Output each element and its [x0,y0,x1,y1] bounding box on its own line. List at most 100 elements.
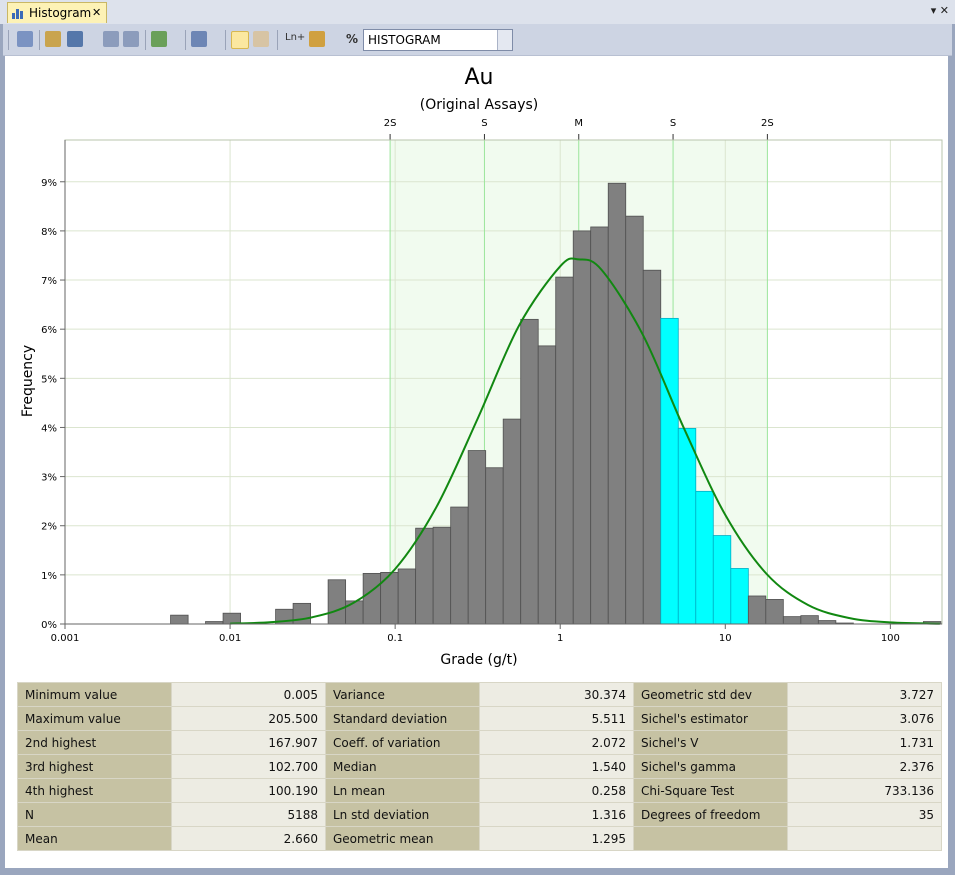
x-tick-label: 0.1 [387,633,403,644]
tool-button[interactable] [309,31,325,47]
stat-label: Coeff. of variation [325,730,480,755]
dropdown-arrow[interactable] [497,30,512,50]
tab[interactable]: Histogram ✕ [7,2,107,23]
dropdown[interactable]: HISTOGRAM [363,29,513,51]
histogram-bar [817,620,837,625]
tab-strip: Histogram ✕ ▾ ✕ [0,0,955,24]
histogram-bar [170,614,189,625]
tool-button[interactable] [123,31,139,47]
y-tick-label: 5% [41,374,57,385]
stats-row: 4th highest 100.190 Ln mean 0.258 Chi-Square… [17,778,942,803]
y-tick-label: 4% [41,423,57,434]
fit-curve [230,257,940,625]
empty-cell [633,826,788,851]
separator [39,30,40,50]
histogram-bar [415,527,434,625]
tool-button[interactable] [191,31,207,47]
stats-row: Mean 2.660 Geometric mean 1.295 [17,826,942,851]
top-tick-label: 2S [384,118,397,129]
stat-value: 733.136 [787,778,942,803]
tool-button[interactable] [231,31,249,49]
histogram-bar [362,572,382,625]
stat-value: 30.374 [479,682,634,707]
y-tick-label: 7% [41,276,57,287]
stat-label: Ln std deviation [325,802,480,827]
toolbar: Ln+ % HISTOGRAM [3,24,952,56]
histogram-bar [537,345,557,625]
histogram-bar [782,616,802,625]
stat-label: 4th highest [17,778,172,803]
histogram-bar [222,612,241,625]
separator [277,30,278,50]
stat-value: 2.660 [171,826,326,851]
stat-value: 2.072 [479,730,634,755]
y-axis-label: Frequency [20,345,36,417]
stat-value: 35 [787,802,942,827]
stat-value: 0.005 [171,682,326,707]
histogram-bar [467,450,487,625]
tool-button[interactable] [151,31,167,47]
histogram-bar [555,276,574,625]
histogram-bar [677,428,697,625]
y-tick-label: 1% [41,571,57,582]
top-tick-label: S [670,118,676,129]
histogram-bar [800,615,819,625]
separator [145,30,146,50]
histogram-bar [502,418,522,625]
x-tick-label: 0.01 [219,633,241,644]
stat-label: Variance [325,682,480,707]
top-tick-label: M [574,118,583,129]
stat-label: Sichel's gamma [633,754,788,779]
histogram-bar [730,568,749,625]
histogram-bar [590,226,609,625]
stat-value: 1.316 [479,802,634,827]
stat-value: 167.907 [171,730,326,755]
tool-text[interactable]: Ln+ [285,32,306,43]
stat-label: Minimum value [17,682,172,707]
stat-value: 3.727 [787,682,942,707]
tab-icon [12,9,23,19]
stat-label: Chi-Square Test [633,778,788,803]
stat-value: 205.500 [171,706,326,731]
tool-button[interactable] [103,31,119,47]
x-tick-label: 0.001 [51,633,80,644]
stat-label: N [17,802,172,827]
stat-label: Mean [17,826,172,851]
stat-label: Geometric std dev [633,682,788,707]
histogram-bar [625,215,644,625]
histogram-bar [450,506,469,625]
histogram-bar [485,467,504,625]
top-tick-label: 2S [761,118,774,129]
chart-subtitle: (Original Assays) [420,97,538,113]
y-tick-label: 0% [41,620,57,631]
stat-label: 2nd highest [17,730,172,755]
tab-title: Histogram [29,6,92,20]
histogram-bar [712,535,732,625]
y-tick-label: 6% [41,325,57,336]
tool-text[interactable]: % [346,32,359,46]
histogram-bar [695,490,714,625]
tool-button[interactable] [67,31,83,47]
tool-button[interactable] [17,31,33,47]
tool-button[interactable] [45,31,61,47]
stat-label: Geometric mean [325,826,480,851]
tab-close[interactable]: ✕ [92,6,102,19]
stat-label: Standard deviation [325,706,480,731]
x-tick-label: 1 [557,633,563,644]
separator [8,30,9,50]
stat-value: 0.258 [479,778,634,803]
dropdown-value: HISTOGRAM [368,33,441,47]
x-axis-label: Grade (g/t) [440,652,517,668]
stat-value: 5.511 [479,706,634,731]
histogram-bar [397,568,417,625]
tool-button[interactable] [253,31,269,47]
stat-value: 102.700 [171,754,326,779]
y-tick-label: 8% [41,227,57,238]
stat-label: Sichel's estimator [633,706,788,731]
chart: Au (Original Assays) Grade (g/t) Frequen… [20,65,943,668]
histogram-bar [765,599,784,625]
window-buttons[interactable]: ▾ ✕ [930,4,949,17]
stat-value: 1.295 [479,826,634,851]
histogram-bar [327,579,347,625]
